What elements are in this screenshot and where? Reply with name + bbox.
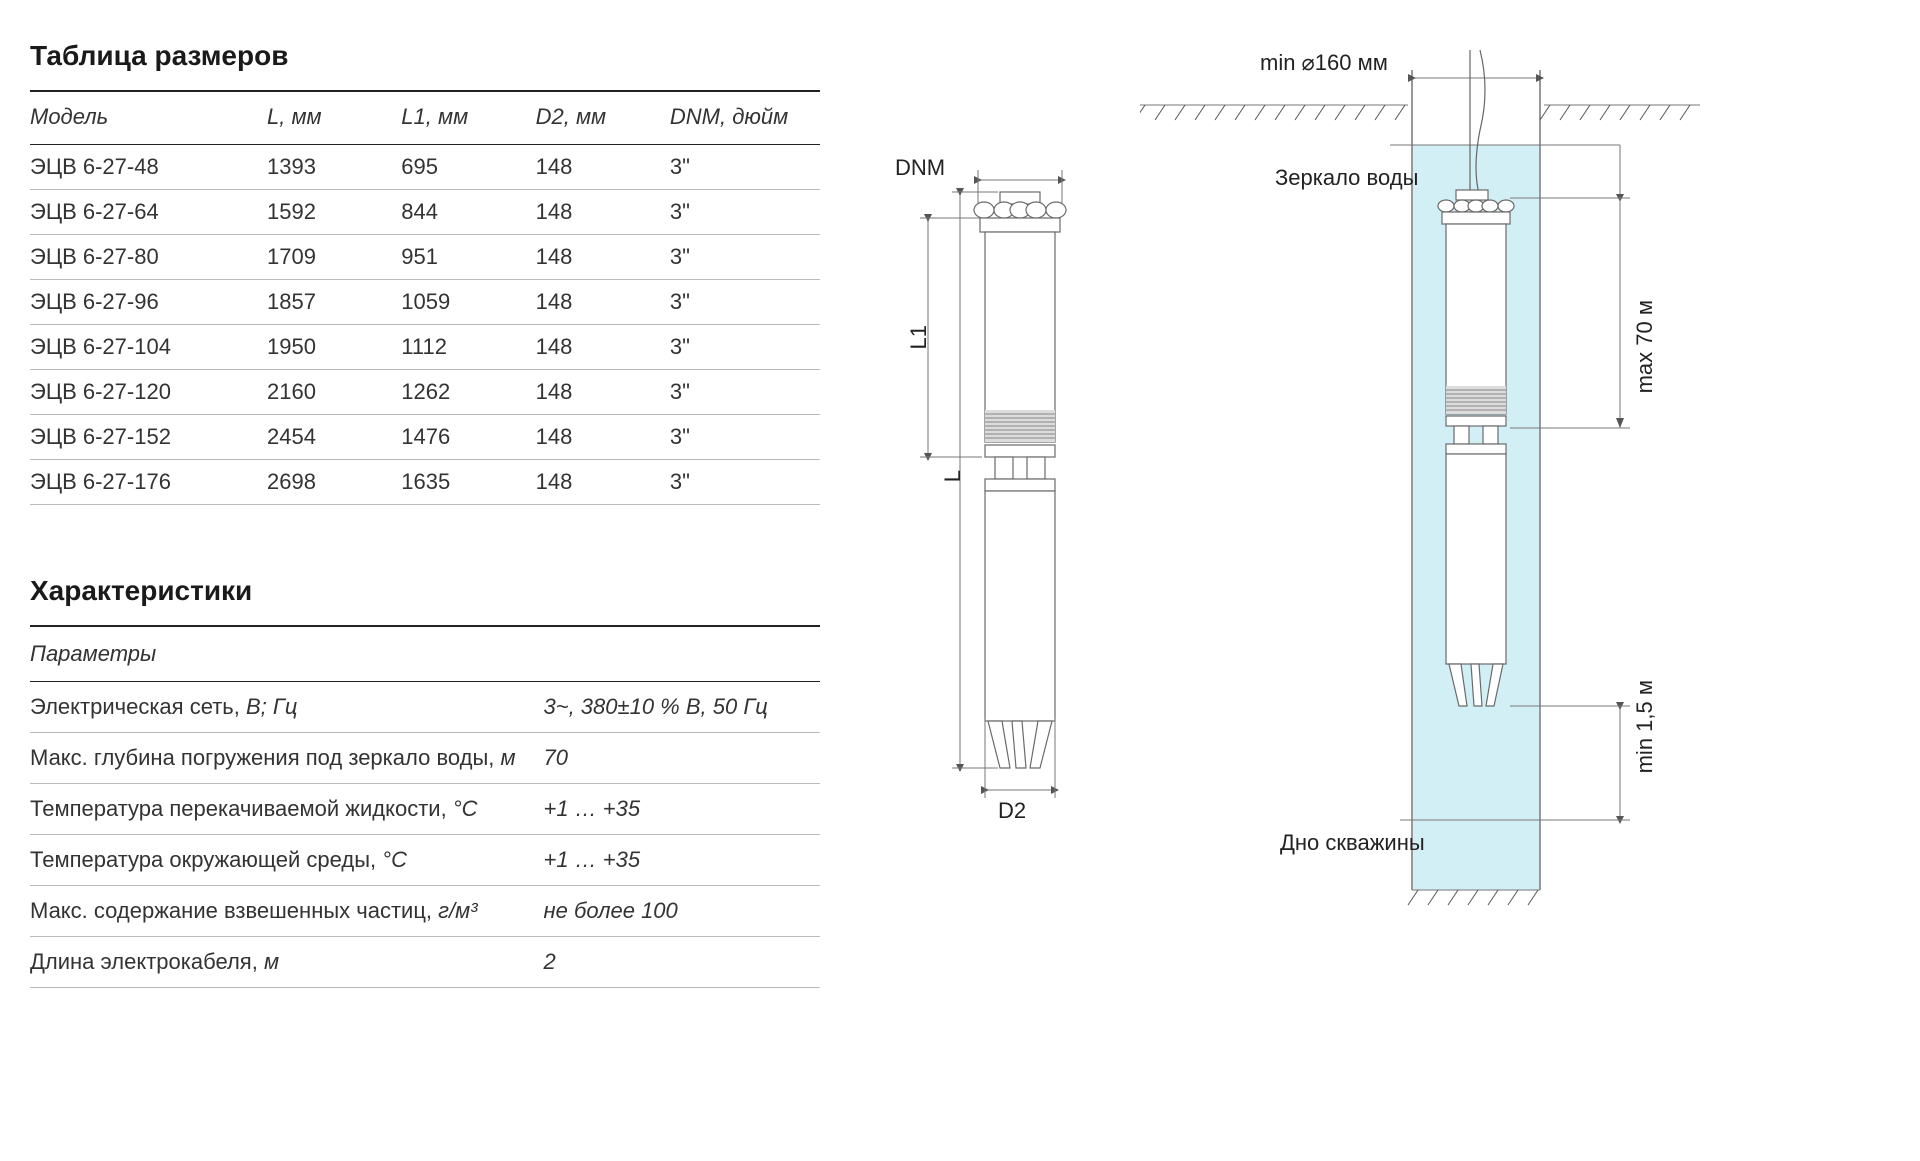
table-row: Температура перекачиваемой жидкости, °С+… (30, 784, 820, 835)
table-row: ЭЦВ 6-27-96185710591483" (30, 280, 820, 325)
pump-dimension-diagram: DNM L1 L D2 (860, 50, 1120, 870)
table-cell: 148 (536, 460, 670, 505)
table-cell: 3" (670, 415, 820, 460)
table-cell: 1393 (267, 145, 401, 190)
l-label: L (940, 470, 966, 482)
param-value: +1 … +35 (544, 784, 821, 835)
param-name: Температура окружающей среды, °С (30, 835, 544, 886)
table-cell: 1112 (401, 325, 535, 370)
table-row: Электрическая сеть, В; Гц3~, 380±10 % В,… (30, 682, 820, 733)
table-cell: 844 (401, 190, 535, 235)
table-row: ЭЦВ 6-27-152245414761483" (30, 415, 820, 460)
table-cell: 148 (536, 145, 670, 190)
table-cell: ЭЦВ 6-27-120 (30, 370, 267, 415)
table-cell: ЭЦВ 6-27-152 (30, 415, 267, 460)
table-cell: 148 (536, 280, 670, 325)
table-cell: 3" (670, 235, 820, 280)
param-name: Температура перекачиваемой жидкости, °С (30, 784, 544, 835)
param-value: 70 (544, 733, 821, 784)
sizes-col-header: L, мм (267, 91, 401, 145)
table-cell: 148 (536, 370, 670, 415)
table-row: Макс. содержание взвешенных частиц, г/м³… (30, 886, 820, 937)
sizes-table: МодельL, ммL1, ммD2, ммDNM, дюйм ЭЦВ 6-2… (30, 90, 820, 505)
param-name: Электрическая сеть, В; Гц (30, 682, 544, 733)
table-cell: ЭЦВ 6-27-96 (30, 280, 267, 325)
table-cell: 695 (401, 145, 535, 190)
param-value: 2 (544, 937, 821, 988)
table-cell: 1262 (401, 370, 535, 415)
specs-title: Характеристики (30, 575, 820, 607)
sizes-col-header: DNM, дюйм (670, 91, 820, 145)
table-row: ЭЦВ 6-27-8017099511483" (30, 235, 820, 280)
table-cell: 148 (536, 325, 670, 370)
param-name: Макс. глубина погружения под зеркало вод… (30, 733, 544, 784)
sizes-col-header: L1, мм (401, 91, 535, 145)
table-row: ЭЦВ 6-27-104195011121483" (30, 325, 820, 370)
table-cell: 1476 (401, 415, 535, 460)
table-cell: ЭЦВ 6-27-80 (30, 235, 267, 280)
param-name: Длина электрокабеля, м (30, 937, 544, 988)
specs-header: Параметры (30, 626, 820, 682)
table-cell: 3" (670, 325, 820, 370)
d2-label: D2 (998, 798, 1026, 824)
table-cell: 2160 (267, 370, 401, 415)
table-cell: ЭЦВ 6-27-48 (30, 145, 267, 190)
table-cell: 2698 (267, 460, 401, 505)
table-cell: 148 (536, 190, 670, 235)
well-installation-diagram: min ⌀160 мм Зеркало воды max 70 м min 1,… (1140, 50, 1700, 930)
table-cell: ЭЦВ 6-27-104 (30, 325, 267, 370)
table-row: Длина электрокабеля, м2 (30, 937, 820, 988)
table-cell: 148 (536, 235, 670, 280)
table-cell: 1950 (267, 325, 401, 370)
table-cell: 3" (670, 145, 820, 190)
water-level-label: Зеркало воды (1275, 165, 1385, 191)
specs-table: Параметры Электрическая сеть, В; Гц3~, 3… (30, 625, 820, 988)
table-cell: 3" (670, 460, 820, 505)
sizes-col-header: D2, мм (536, 91, 670, 145)
param-name: Макс. содержание взвешенных частиц, г/м³ (30, 886, 544, 937)
table-cell: ЭЦВ 6-27-64 (30, 190, 267, 235)
table-cell: 1059 (401, 280, 535, 325)
table-row: ЭЦВ 6-27-6415928441483" (30, 190, 820, 235)
table-row: Макс. глубина погружения под зеркало вод… (30, 733, 820, 784)
table-cell: 148 (536, 415, 670, 460)
dnm-label: DNM (895, 155, 945, 181)
table-cell: 3" (670, 190, 820, 235)
param-value: 3~, 380±10 % В, 50 Гц (544, 682, 821, 733)
table-cell: 1709 (267, 235, 401, 280)
table-row: ЭЦВ 6-27-4813936951483" (30, 145, 820, 190)
table-cell: 1592 (267, 190, 401, 235)
table-cell: ЭЦВ 6-27-176 (30, 460, 267, 505)
table-row: Температура окружающей среды, °С+1 … +35 (30, 835, 820, 886)
min-dia-label: min ⌀160 мм (1260, 50, 1388, 76)
sizes-title: Таблица размеров (30, 40, 820, 72)
table-cell: 3" (670, 280, 820, 325)
param-value: не более 100 (544, 886, 821, 937)
table-row: ЭЦВ 6-27-120216012621483" (30, 370, 820, 415)
well-bottom-label: Дно скважины (1280, 830, 1400, 856)
table-cell: 1635 (401, 460, 535, 505)
sizes-col-header: Модель (30, 91, 267, 145)
max-depth-label: max 70 м (1632, 300, 1658, 393)
table-row: ЭЦВ 6-27-176269816351483" (30, 460, 820, 505)
table-cell: 2454 (267, 415, 401, 460)
l1-label: L1 (906, 325, 932, 349)
min-bottom-label: min 1,5 м (1632, 680, 1658, 773)
table-cell: 3" (670, 370, 820, 415)
table-cell: 951 (401, 235, 535, 280)
param-value: +1 … +35 (544, 835, 821, 886)
table-cell: 1857 (267, 280, 401, 325)
